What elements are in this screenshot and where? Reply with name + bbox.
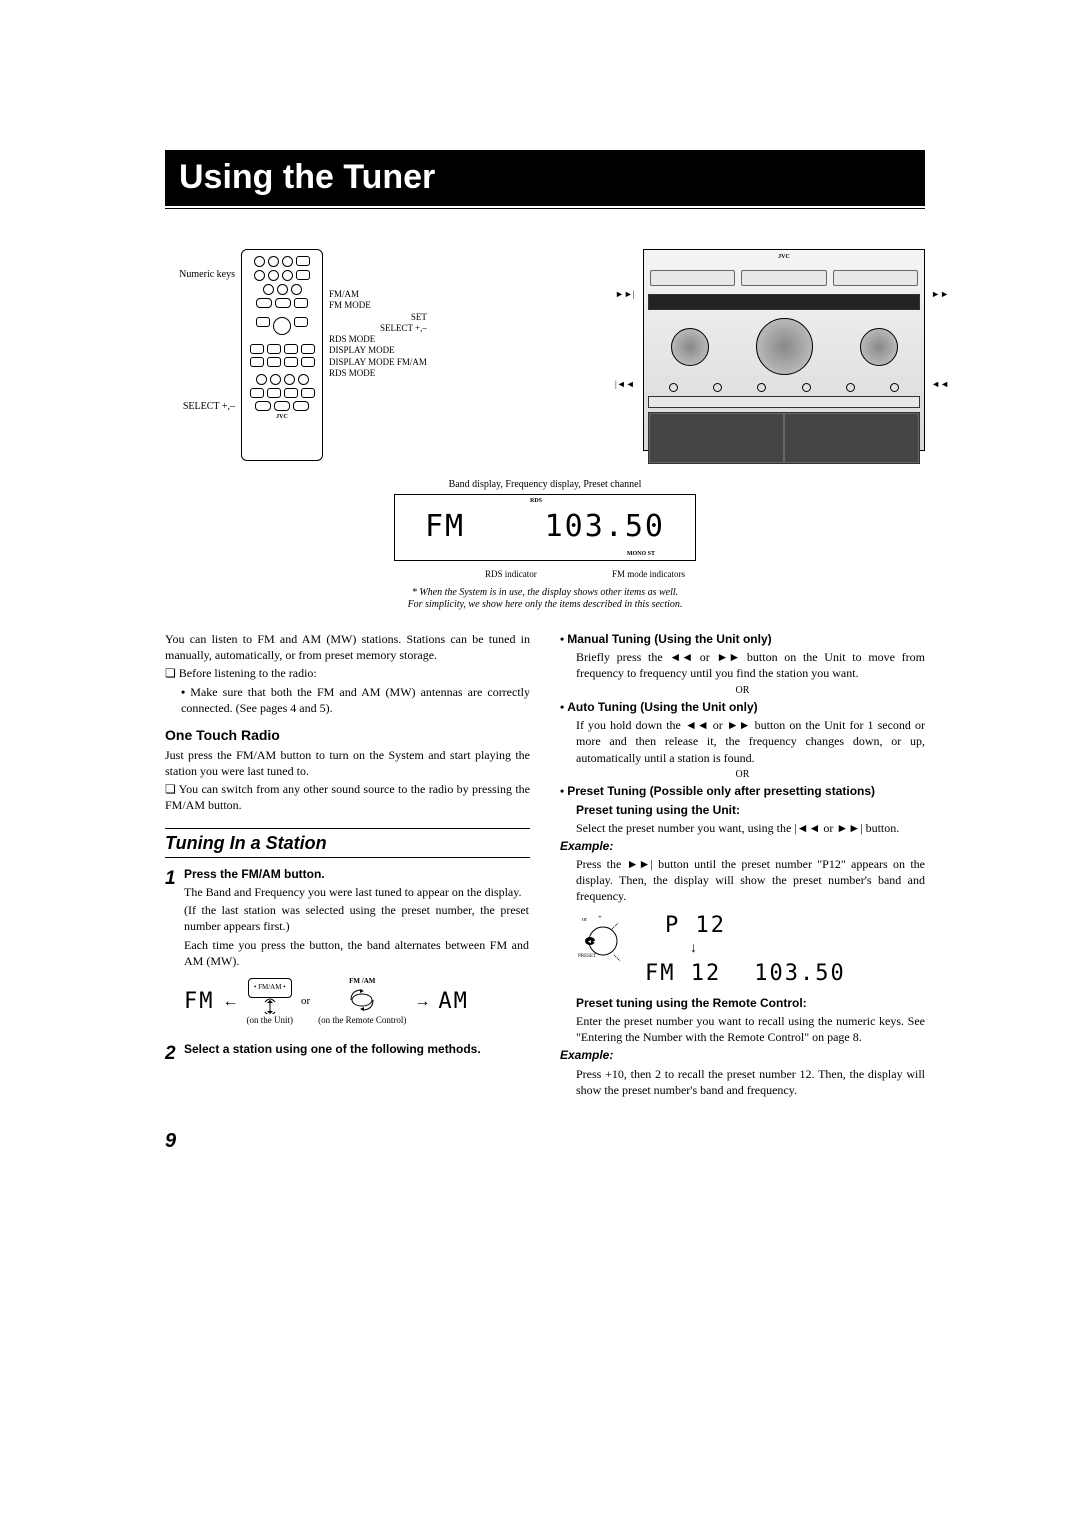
preset-title: Preset Tuning (Possible only after prese…: [567, 784, 875, 798]
example-label-1: Example:: [560, 839, 613, 853]
manual-text: Briefly press the ◄◄ or ►► button on the…: [560, 649, 925, 681]
example2-text: Press +10, then 2 to recall the preset n…: [560, 1066, 925, 1098]
note-line2: For simplicity, we show here only the it…: [335, 599, 755, 611]
label-display-mode: DISPLAY MODE: [329, 345, 427, 356]
on-remote-caption: (on the Remote Control): [318, 1014, 406, 1026]
before-listening: Before listening to the radio:: [165, 665, 530, 681]
label-rew: ◄◄: [931, 379, 949, 389]
label-display-mode2: DISPLAY MODE: [329, 357, 395, 367]
page-number: 9: [165, 1130, 925, 1153]
rds-indicator-label: RDS indicator: [485, 569, 537, 579]
step-2-number: 2: [165, 1041, 181, 1067]
preset-remote-title: Preset tuning using the Remote Control:: [576, 996, 807, 1010]
or-label: or: [301, 994, 310, 1009]
intro-text: You can listen to FM and AM (MW) station…: [165, 631, 530, 663]
example-label-2: Example:: [560, 1048, 613, 1062]
preset-display-diagram: or + ◄◄ PRESET P 12 ↓ FM 12 103.50: [560, 911, 925, 989]
tuning-section-title: Tuning In a Station: [165, 828, 530, 858]
switch-text: You can switch from any other sound sour…: [165, 781, 530, 813]
svg-text:◄◄: ◄◄: [587, 940, 597, 945]
preset-unit-text: Select the preset number you want, using…: [560, 820, 925, 836]
main-unit: JVC: [643, 249, 925, 451]
freq-seg: 103.50: [754, 961, 845, 986]
fm-am-remote-label: FM /AM: [349, 977, 375, 986]
one-touch-title: One Touch Radio: [165, 726, 530, 745]
label-ffwd: ►►: [931, 289, 949, 299]
manual-title: Manual Tuning (Using the Unit only): [567, 632, 771, 646]
svg-text:+: +: [598, 913, 602, 921]
label-select2: SELECT +,–: [329, 323, 427, 334]
fm-mode-indicator-label: FM mode indicators: [612, 569, 685, 579]
or-1: OR: [560, 684, 925, 698]
display-band: FM: [425, 509, 465, 544]
display-frequency: 103.50: [545, 509, 665, 544]
label-rds-mode: RDS MODE: [329, 334, 427, 345]
fm12-seg: FM 12: [645, 961, 721, 986]
step-1-c: Each time you press the button, the band…: [184, 937, 529, 969]
preset-remote-text: Enter the preset number you want to reca…: [560, 1013, 925, 1045]
label-back: |◄◄: [615, 379, 635, 389]
preset-unit-title: Preset tuning using the Unit:: [576, 803, 740, 817]
step-1-a: The Band and Frequency you were last tun…: [184, 884, 529, 900]
tuner-display: RDS FM 103.50 MONO ST: [394, 494, 696, 561]
step-1-b: (If the last station was selected using …: [184, 902, 529, 934]
auto-text: If you hold down the ◄◄ or ►► button on …: [560, 717, 925, 766]
display-caption: Band display, Frequency display, Preset …: [449, 479, 642, 490]
label-fm-mode: FM MODE: [329, 300, 427, 311]
am-seg: AM: [438, 987, 469, 1017]
label-rds-mode2: RDS MODE: [329, 368, 427, 379]
page-title: Using the Tuner: [165, 150, 925, 206]
step-1-number: 1: [165, 866, 181, 892]
svg-text:or: or: [582, 917, 587, 923]
p12-seg: P 12: [665, 911, 726, 941]
example-text: Press the ►►| button until the preset nu…: [560, 856, 925, 905]
fm-am-button-unit: • FM/AM •: [248, 978, 292, 998]
label-numeric-keys: Numeric keys: [165, 269, 235, 281]
on-unit-caption: (on the Unit): [247, 1014, 294, 1026]
remote-control: JVC: [241, 249, 323, 461]
one-touch-text: Just press the FM/AM button to turn on t…: [165, 747, 530, 779]
make-sure: Make sure that both the FM and AM (MW) a…: [165, 684, 530, 716]
svg-text:PRESET: PRESET: [578, 954, 596, 959]
or-2: OR: [560, 768, 925, 782]
label-set: SET: [329, 312, 427, 323]
note-line1: * When the System is in use, the display…: [335, 587, 755, 599]
diagram-area: Numeric keys SELECT +,–: [165, 249, 925, 611]
label-fm-am: FM/AM: [329, 289, 427, 300]
step-1-title: Press the FM/AM button.: [184, 866, 529, 882]
label-fwd: ►►|: [615, 289, 635, 299]
mono-st-badge: MONO ST: [627, 551, 655, 557]
band-switch-diagram: FM ← • FM/AM • (on the Unit) or FM /AM (…: [184, 977, 529, 1027]
auto-title: Auto Tuning (Using the Unit only): [567, 700, 757, 714]
fm-seg: FM: [184, 987, 215, 1017]
step-2-title: Select a station using one of the follow…: [184, 1041, 529, 1057]
label-fm-am2: FM/AM: [397, 357, 427, 367]
label-select: SELECT +,–: [165, 401, 235, 413]
rds-badge: RDS: [530, 498, 542, 504]
